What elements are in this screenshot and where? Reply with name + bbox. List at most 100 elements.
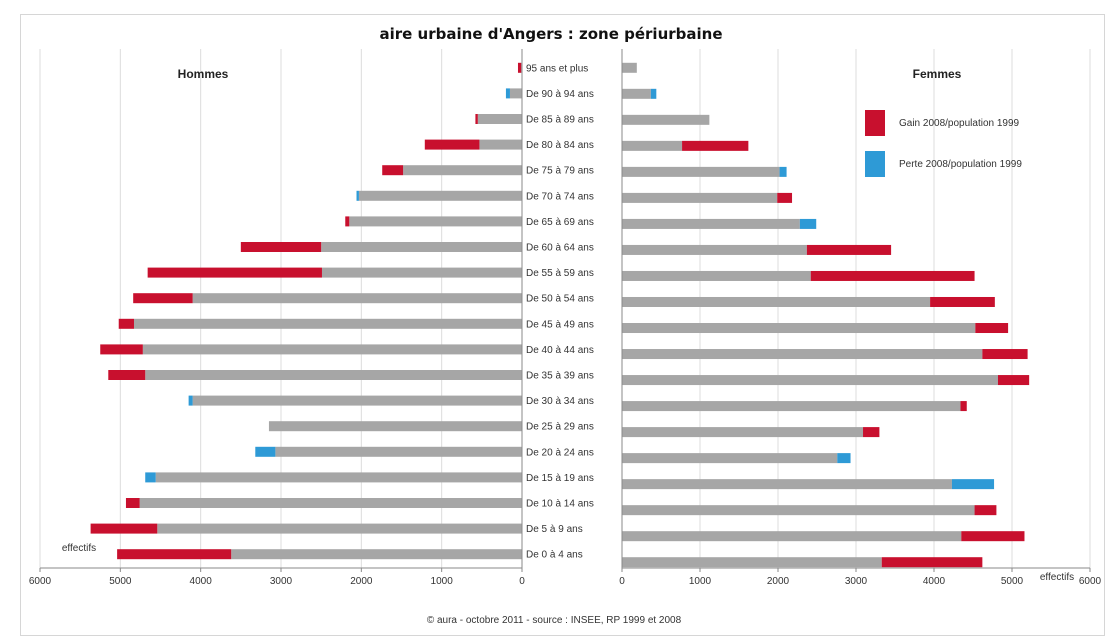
bar-men-base xyxy=(145,370,522,380)
tick-label: 6000 xyxy=(1079,576,1102,587)
bar-men-gain xyxy=(382,165,404,176)
axis-unit-label-left: effectifs xyxy=(62,543,96,554)
axes-lines xyxy=(40,49,1090,569)
category-label: De 20 à 24 ans xyxy=(526,447,594,458)
tick-label: 3000 xyxy=(845,576,868,587)
bar-women-loss xyxy=(837,453,851,464)
bar-men-base xyxy=(142,344,522,355)
bar-women-base xyxy=(622,270,811,281)
bar-women-gain xyxy=(961,531,1025,542)
bar-women-base xyxy=(622,166,780,177)
bar-women-gain xyxy=(806,244,892,255)
category-label: De 35 à 39 ans xyxy=(526,371,594,382)
bar-women-gain xyxy=(682,140,749,151)
bar-men-base xyxy=(133,318,522,329)
category-labels: 95 ans et plus De 90 à 94 ans De 85 à 89 a… xyxy=(526,63,594,560)
category-label: De 60 à 64 ans xyxy=(526,243,594,254)
bar-men-gain xyxy=(118,318,134,329)
bar-men-base xyxy=(321,267,522,278)
tick-label: 4000 xyxy=(923,576,946,587)
bar-women-gain xyxy=(997,375,1030,386)
category-label: De 90 à 94 ans xyxy=(526,89,594,100)
category-label: De 75 à 79 ans xyxy=(526,166,594,177)
bar-men-gain xyxy=(475,114,478,124)
bar-men-base xyxy=(155,472,522,483)
bar-men-base xyxy=(139,498,522,508)
bar-men-base xyxy=(509,88,522,99)
bar-men-loss xyxy=(188,395,193,406)
category-label: De 30 à 34 ans xyxy=(526,396,594,407)
bar-men-loss xyxy=(356,190,359,201)
axis-unit-label-right: effectifs xyxy=(1040,572,1074,583)
bar-women-loss xyxy=(779,166,787,177)
bar-men-gain xyxy=(108,370,146,380)
bar-men-loss xyxy=(145,472,156,483)
bar-women-gain xyxy=(960,401,967,412)
bar-men-base xyxy=(479,139,522,150)
bar-men-base xyxy=(268,421,522,432)
bar-men-base xyxy=(231,549,522,560)
bar-women-base xyxy=(622,505,975,516)
bar-women-base xyxy=(622,323,976,334)
bar-men-gain xyxy=(517,62,522,73)
women-label: Femmes xyxy=(913,67,962,81)
bar-women-base xyxy=(622,453,838,464)
tick-label: 2000 xyxy=(350,576,373,587)
bar-men-gain xyxy=(424,139,480,150)
bar-women-loss xyxy=(799,218,817,229)
chart-title: aire urbaine d'Angers : zone périurbaine xyxy=(380,25,723,43)
bar-men-gain xyxy=(147,267,322,278)
tick-label: 0 xyxy=(519,576,525,587)
bar-men-base xyxy=(477,114,522,124)
bar-women-base xyxy=(622,192,778,203)
bar-men-base xyxy=(192,395,522,406)
bar-men-loss xyxy=(505,88,510,99)
bar-men-base xyxy=(349,216,522,227)
bar-women-gain xyxy=(863,427,880,438)
tick-label: 2000 xyxy=(767,576,790,587)
category-label: 95 ans et plus xyxy=(526,63,588,74)
bar-women-loss xyxy=(650,88,657,99)
tick-label: 6000 xyxy=(29,576,52,587)
population-pyramid-chart: 95 ans et plus De 90 à 94 ans De 85 à 89 a… xyxy=(29,25,1102,626)
category-label: De 15 à 19 ans xyxy=(526,473,594,484)
tick-label: 1000 xyxy=(689,576,712,587)
bar-men-gain xyxy=(90,523,158,534)
bar-women-base xyxy=(622,62,637,73)
bar-men-gain xyxy=(345,216,350,227)
bar-women-gain xyxy=(881,557,983,568)
bar-women-base xyxy=(622,244,807,255)
bar-women-base xyxy=(622,427,864,438)
bar-women-base xyxy=(622,218,800,229)
bar-women-base xyxy=(622,349,983,360)
tick-label: 0 xyxy=(619,576,625,587)
bar-men-loss xyxy=(255,446,276,457)
tick-label: 5000 xyxy=(1001,576,1024,587)
bars-group xyxy=(90,62,1030,568)
category-label: De 65 à 69 ans xyxy=(526,217,594,228)
category-label: De 5 à 9 ans xyxy=(526,524,583,535)
legend-loss-label: Perte 2008/population 1999 xyxy=(899,159,1022,170)
legend: Gain 2008/population 1999 Perte 2008/pop… xyxy=(865,110,1022,177)
bar-women-gain xyxy=(975,323,1009,334)
grid-lines xyxy=(39,49,1091,568)
men-label: Hommes xyxy=(178,67,229,81)
bar-women-gain xyxy=(974,505,997,516)
category-label: De 25 à 29 ans xyxy=(526,422,594,433)
bar-men-base xyxy=(403,165,522,176)
bar-women-base xyxy=(622,375,998,386)
tick-label: 5000 xyxy=(109,576,132,587)
category-label: De 80 à 84 ans xyxy=(526,140,594,151)
category-label: De 10 à 14 ans xyxy=(526,499,594,510)
bar-men-base xyxy=(275,446,522,457)
bar-men-gain xyxy=(125,498,140,508)
legend-loss-swatch xyxy=(865,151,885,177)
category-label: De 85 à 89 ans xyxy=(526,115,594,126)
category-label: De 40 à 44 ans xyxy=(526,345,594,356)
bar-women-base xyxy=(622,479,952,490)
bar-women-gain xyxy=(982,349,1028,360)
category-label: De 0 à 4 ans xyxy=(526,550,583,561)
tick-label: 3000 xyxy=(270,576,293,587)
bar-women-gain xyxy=(777,192,793,203)
bar-men-gain xyxy=(100,344,143,355)
